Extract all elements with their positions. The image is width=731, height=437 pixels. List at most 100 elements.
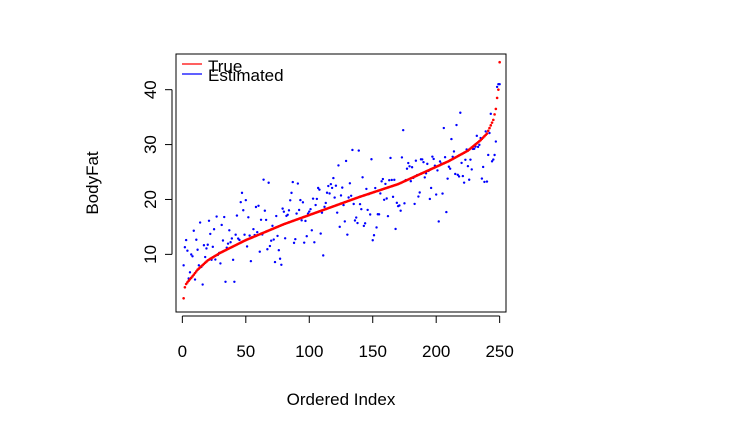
estimated-point: [361, 176, 364, 179]
estimated-point: [438, 160, 442, 163]
estimated-point: [282, 210, 286, 213]
estimated-point: [201, 283, 204, 286]
estimated-point: [459, 111, 462, 114]
estimated-point: [365, 187, 368, 191]
y-axis: 10 20 30 40: [141, 80, 173, 264]
estimated-point: [295, 212, 298, 215]
estimated-point: [328, 192, 331, 195]
estimated-point: [209, 232, 212, 236]
estimated-point: [409, 180, 413, 183]
estimated-point: [198, 221, 202, 224]
estimated-point: [276, 234, 279, 238]
estimated-point: [460, 161, 463, 165]
estimated-point: [429, 186, 433, 190]
estimated-point: [196, 248, 199, 251]
estimated-point: [252, 227, 255, 231]
estimated-point: [257, 204, 260, 207]
estimated-point: [400, 156, 404, 159]
estimated-point: [207, 219, 211, 222]
estimated-point: [372, 234, 376, 237]
estimated-point: [417, 195, 420, 198]
estimated-point: [242, 209, 245, 212]
estimated-point: [212, 228, 216, 231]
estimated-point: [395, 201, 399, 205]
y-tick-label: 40: [141, 80, 160, 99]
estimated-point: [329, 182, 333, 186]
estimated-point: [405, 167, 409, 170]
estimated-point: [360, 207, 363, 211]
estimated-point: [256, 230, 259, 234]
estimated-point: [287, 209, 291, 212]
estimated-point: [286, 213, 289, 217]
estimated-point: [399, 209, 402, 212]
y-tick-label: 10: [141, 245, 160, 264]
estimated-point: [473, 147, 476, 150]
estimated-point: [356, 221, 359, 225]
estimated-point: [358, 202, 362, 206]
estimated-point: [309, 207, 312, 211]
estimated-point: [313, 241, 316, 244]
x-tick-label: 150: [359, 342, 387, 361]
estimated-point: [344, 159, 348, 163]
estimated-point: [426, 162, 429, 166]
estimated-point: [215, 215, 218, 218]
true-point: [494, 107, 498, 111]
estimated-point: [333, 196, 336, 199]
estimated-point: [219, 262, 222, 265]
estimated-point: [316, 186, 320, 190]
estimated-point: [484, 130, 487, 133]
true-point: [486, 129, 490, 133]
estimated-point: [370, 158, 373, 161]
estimated-point: [357, 149, 360, 152]
estimated-point: [332, 176, 335, 180]
estimated-point: [296, 182, 300, 185]
estimated-point: [214, 258, 217, 261]
estimated-point: [197, 264, 201, 267]
estimated-point: [301, 201, 305, 204]
estimated-point: [243, 233, 246, 236]
estimated-point: [311, 197, 315, 200]
estimated-point: [280, 263, 283, 266]
estimated-point: [466, 164, 470, 168]
estimated-point: [335, 211, 339, 214]
y-tick-label: 30: [141, 135, 160, 154]
true-series: [182, 60, 501, 300]
estimated-point: [266, 248, 269, 251]
estimated-point: [294, 237, 297, 241]
true-point: [498, 60, 501, 64]
estimated-point: [346, 233, 349, 236]
estimated-point: [380, 180, 383, 183]
estimated-point: [320, 211, 324, 214]
estimated-point: [437, 220, 440, 223]
estimated-point: [244, 198, 248, 202]
estimated-point: [259, 218, 263, 221]
estimated-point: [271, 224, 274, 228]
estimated-point: [249, 259, 253, 263]
estimated-point: [310, 229, 314, 232]
estimated-point: [442, 126, 446, 130]
estimated-point: [264, 218, 268, 222]
estimated-point: [487, 153, 490, 157]
estimated-point: [480, 177, 484, 180]
estimated-point: [229, 241, 232, 244]
estimated-point: [375, 226, 378, 229]
estimated-point: [292, 241, 296, 245]
estimated-point: [322, 254, 325, 257]
estimated-point: [304, 219, 307, 223]
estimated-point: [455, 123, 458, 127]
estimated-point: [448, 167, 452, 170]
estimated-point: [263, 209, 267, 212]
estimated-point: [493, 153, 496, 157]
estimated-point: [272, 238, 275, 241]
estimated-point: [188, 271, 192, 274]
estimated-point: [423, 176, 426, 179]
estimated-point: [278, 257, 282, 260]
estimated-point: [327, 184, 330, 188]
x-tick-label: 50: [236, 342, 255, 361]
estimated-point: [220, 223, 223, 227]
true-point: [495, 96, 499, 100]
estimated-point: [318, 188, 321, 191]
estimated-point: [390, 178, 393, 182]
x-axis: 0 50 100 150 200 250: [178, 315, 514, 361]
